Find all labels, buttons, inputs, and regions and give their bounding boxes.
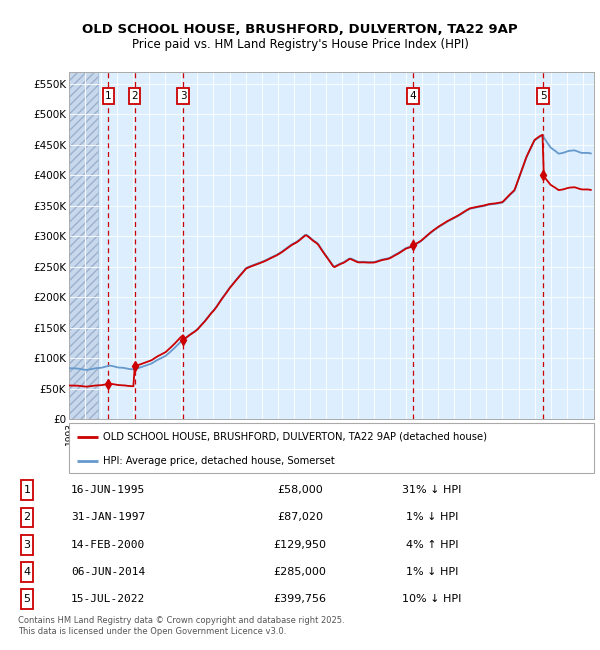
- Text: 06-JUN-2014: 06-JUN-2014: [71, 567, 145, 577]
- Text: 1% ↓ HPI: 1% ↓ HPI: [406, 512, 458, 523]
- Text: 31% ↓ HPI: 31% ↓ HPI: [403, 485, 461, 495]
- Text: OLD SCHOOL HOUSE, BRUSHFORD, DULVERTON, TA22 9AP (detached house): OLD SCHOOL HOUSE, BRUSHFORD, DULVERTON, …: [103, 432, 487, 442]
- Text: £87,020: £87,020: [277, 512, 323, 523]
- Text: £399,756: £399,756: [274, 594, 326, 604]
- Text: 15-JUL-2022: 15-JUL-2022: [71, 594, 145, 604]
- Text: 2: 2: [23, 512, 31, 523]
- Text: 4: 4: [23, 567, 31, 577]
- Text: 10% ↓ HPI: 10% ↓ HPI: [403, 594, 461, 604]
- Text: Contains HM Land Registry data © Crown copyright and database right 2025.
This d: Contains HM Land Registry data © Crown c…: [18, 616, 344, 636]
- Text: 14-FEB-2000: 14-FEB-2000: [71, 540, 145, 550]
- Text: 31-JAN-1997: 31-JAN-1997: [71, 512, 145, 523]
- Text: £58,000: £58,000: [277, 485, 323, 495]
- Text: 4% ↑ HPI: 4% ↑ HPI: [406, 540, 458, 550]
- Text: 3: 3: [180, 91, 187, 101]
- Text: 1: 1: [105, 91, 112, 101]
- Text: OLD SCHOOL HOUSE, BRUSHFORD, DULVERTON, TA22 9AP: OLD SCHOOL HOUSE, BRUSHFORD, DULVERTON, …: [82, 23, 518, 36]
- Text: 1% ↓ HPI: 1% ↓ HPI: [406, 567, 458, 577]
- Text: 3: 3: [23, 540, 31, 550]
- Text: 5: 5: [23, 594, 31, 604]
- Text: 5: 5: [540, 91, 547, 101]
- Text: 4: 4: [410, 91, 416, 101]
- Text: HPI: Average price, detached house, Somerset: HPI: Average price, detached house, Some…: [103, 456, 335, 465]
- Text: Price paid vs. HM Land Registry's House Price Index (HPI): Price paid vs. HM Land Registry's House …: [131, 38, 469, 51]
- FancyBboxPatch shape: [69, 422, 594, 473]
- Text: 2: 2: [131, 91, 138, 101]
- Text: 16-JUN-1995: 16-JUN-1995: [71, 485, 145, 495]
- Text: 1: 1: [23, 485, 31, 495]
- Text: £285,000: £285,000: [274, 567, 326, 577]
- Text: £129,950: £129,950: [274, 540, 326, 550]
